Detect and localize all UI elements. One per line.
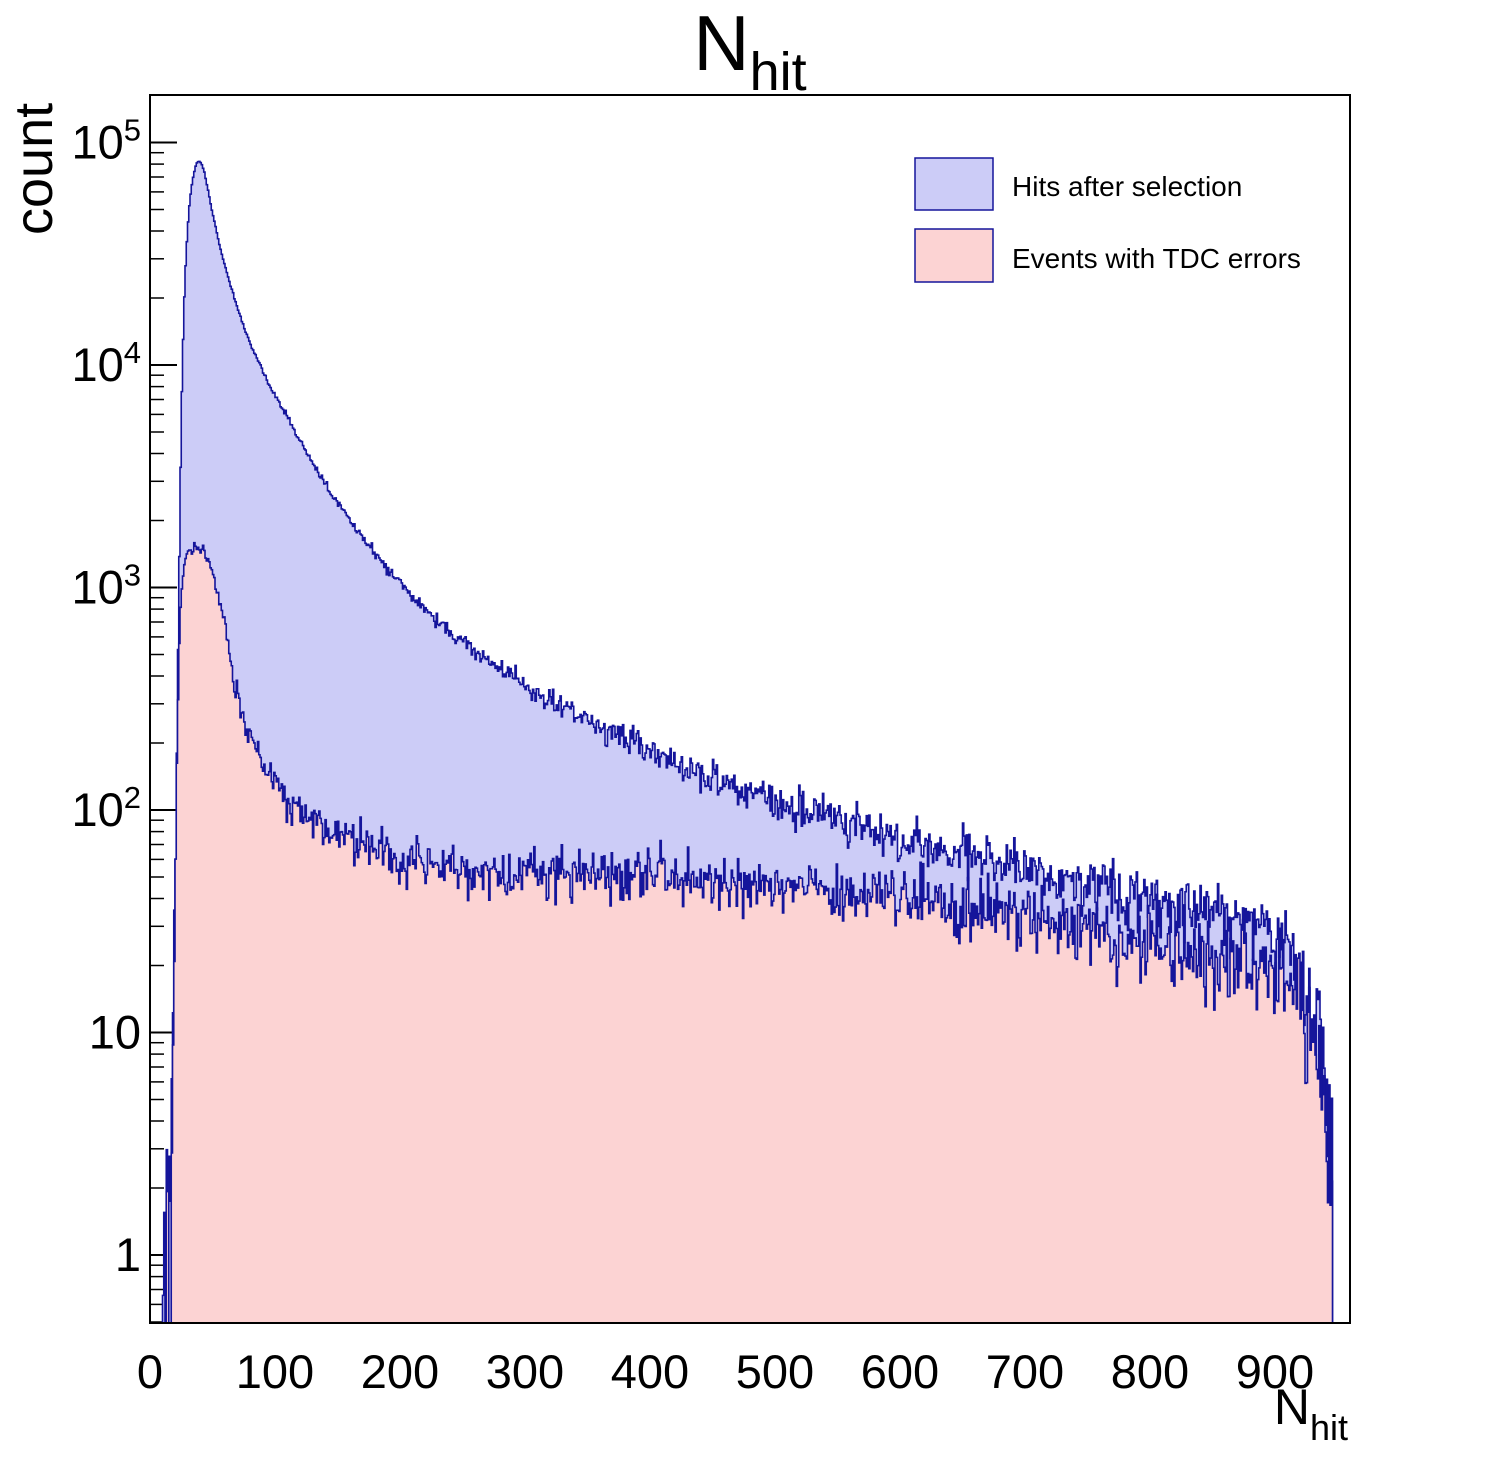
histogram-series [161,160,1334,1324]
series-fill-events-with-tdc-errors [166,542,1333,1323]
axis-tick-labels: 1 10 102 103 104 105 0 100 200 300 400 500 600 700 800… [71,113,1314,1399]
series-outline-events-with-tdc-errors [165,541,1334,1324]
y-tick-label: 103 [71,558,141,614]
y-tick-label: 10 [89,1006,141,1059]
plot-frame [149,94,1351,1324]
x-tick-label: 300 [486,1345,564,1398]
y-tick-label: 104 [71,335,141,391]
legend: Hits after selection Events with TDC err… [914,157,1301,283]
x-tick-label: 0 [137,1345,163,1398]
x-tick-label: 400 [611,1345,689,1398]
y-tick-label: 102 [71,780,141,836]
x-tick-label: 600 [861,1345,939,1398]
series-outline-hits-after-selection [161,160,1334,1324]
x-tick-label: 800 [1111,1345,1189,1398]
legend-swatch-hits-after-selection [914,157,994,211]
y-axis-title: count [4,103,64,235]
x-axis-title: Nhit [1274,1379,1348,1448]
x-tick-label: 700 [986,1345,1064,1398]
y-tick-label: 1 [115,1228,141,1281]
legend-swatch-events-with-tdc-errors [914,228,994,283]
x-tick-label: 100 [236,1345,314,1398]
legend-label-events-with-tdc-errors: Events with TDC errors [1012,243,1301,274]
plot-title: Nhit [693,0,806,102]
x-tick-label: 500 [736,1345,814,1398]
x-tick-label: 900 [1236,1345,1314,1398]
x-tick-label: 200 [361,1345,439,1398]
legend-label-hits-after-selection: Hits after selection [1012,171,1242,202]
y-tick-label: 105 [71,113,141,169]
